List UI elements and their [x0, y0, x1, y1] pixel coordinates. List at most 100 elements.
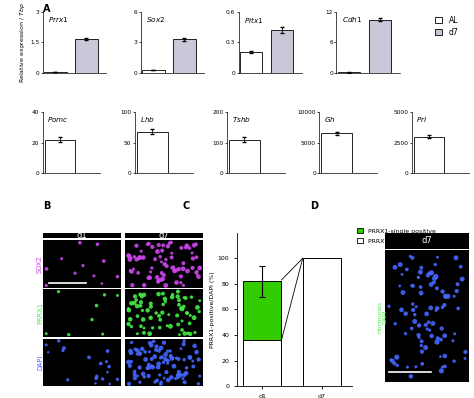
Point [146, 330, 154, 337]
Point [163, 369, 170, 375]
Point [186, 354, 193, 360]
Point [43, 330, 50, 337]
Point [99, 331, 107, 337]
Point [144, 365, 151, 371]
Point [411, 312, 419, 318]
Point [155, 278, 162, 284]
Point [125, 307, 133, 313]
Point [97, 360, 105, 367]
Point [168, 250, 175, 256]
Point [168, 374, 175, 380]
Point [183, 365, 191, 371]
Point [126, 256, 134, 263]
Text: d7: d7 [159, 231, 170, 240]
Point [412, 364, 419, 370]
Point [402, 330, 410, 337]
Text: $\it{Prl}$: $\it{Prl}$ [416, 115, 428, 124]
Point [155, 279, 162, 285]
Point [437, 336, 445, 343]
Point [59, 347, 67, 354]
Point [192, 241, 200, 248]
Point [428, 269, 435, 276]
Point [161, 261, 168, 267]
Point [126, 253, 133, 259]
Text: d1: d1 [76, 231, 87, 240]
Point [43, 266, 50, 272]
Point [137, 248, 145, 254]
Point [183, 242, 191, 249]
Point [94, 241, 101, 248]
Bar [321, 133, 352, 173]
Point [450, 358, 458, 364]
Point [147, 300, 155, 307]
Point [145, 373, 153, 379]
Point [93, 373, 100, 380]
Point [131, 371, 138, 378]
Point [134, 373, 141, 379]
Point [441, 333, 448, 339]
Point [441, 293, 449, 299]
Point [452, 255, 460, 261]
Bar [229, 140, 260, 173]
Point [134, 313, 141, 319]
Point [164, 360, 172, 367]
Point [439, 288, 447, 295]
Point [193, 269, 201, 275]
Point [164, 323, 171, 329]
Point [157, 277, 164, 283]
Point [151, 256, 159, 262]
Point [125, 306, 132, 312]
Point [146, 274, 153, 280]
Point [64, 377, 72, 383]
Point [140, 325, 148, 331]
Point [189, 256, 197, 262]
Bar [271, 30, 293, 73]
Point [458, 276, 466, 282]
Point [156, 254, 164, 260]
Point [173, 355, 180, 361]
Point [441, 363, 448, 370]
Point [136, 254, 144, 261]
Point [438, 325, 446, 332]
Point [154, 248, 161, 255]
Point [428, 281, 435, 288]
Bar [303, 258, 341, 386]
Point [387, 357, 395, 363]
Point [136, 350, 143, 357]
Point [125, 252, 132, 259]
Point [177, 279, 185, 286]
Point [92, 380, 100, 386]
Point [127, 268, 134, 274]
Point [181, 357, 188, 363]
Bar [243, 281, 282, 340]
Point [417, 290, 425, 296]
Point [451, 331, 458, 337]
Point [148, 363, 155, 369]
Point [65, 332, 73, 338]
Point [155, 347, 163, 354]
Point [423, 311, 430, 317]
Point [432, 273, 440, 280]
Point [45, 349, 52, 355]
Point [168, 294, 176, 300]
Point [160, 375, 168, 381]
Point [167, 323, 174, 330]
Point [438, 364, 446, 370]
Point [140, 282, 148, 289]
Point [189, 358, 197, 364]
Point [172, 375, 179, 382]
Point [133, 256, 140, 263]
Point [418, 348, 426, 355]
Text: $\it{Gh}$: $\it{Gh}$ [324, 115, 336, 124]
Point [104, 369, 111, 375]
Point [106, 381, 113, 387]
Point [85, 354, 93, 361]
Point [145, 275, 152, 281]
Point [157, 381, 164, 387]
Point [158, 354, 166, 360]
Point [127, 267, 134, 274]
Point [158, 277, 165, 283]
Text: C: C [182, 201, 190, 211]
Point [148, 265, 155, 271]
Point [175, 302, 183, 308]
